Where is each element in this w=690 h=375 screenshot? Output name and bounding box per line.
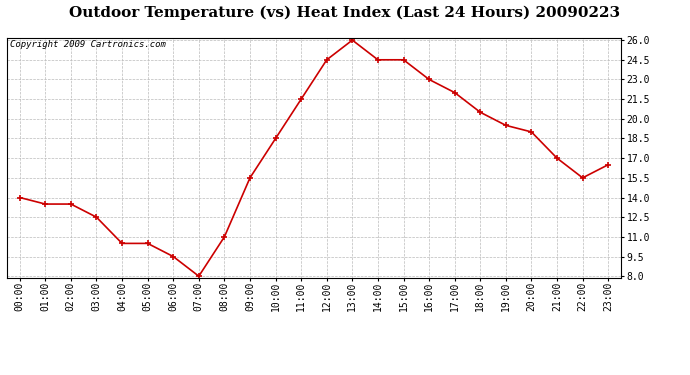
Text: Outdoor Temperature (vs) Heat Index (Last 24 Hours) 20090223: Outdoor Temperature (vs) Heat Index (Las… [70,6,620,20]
Text: Copyright 2009 Cartronics.com: Copyright 2009 Cartronics.com [10,40,166,49]
